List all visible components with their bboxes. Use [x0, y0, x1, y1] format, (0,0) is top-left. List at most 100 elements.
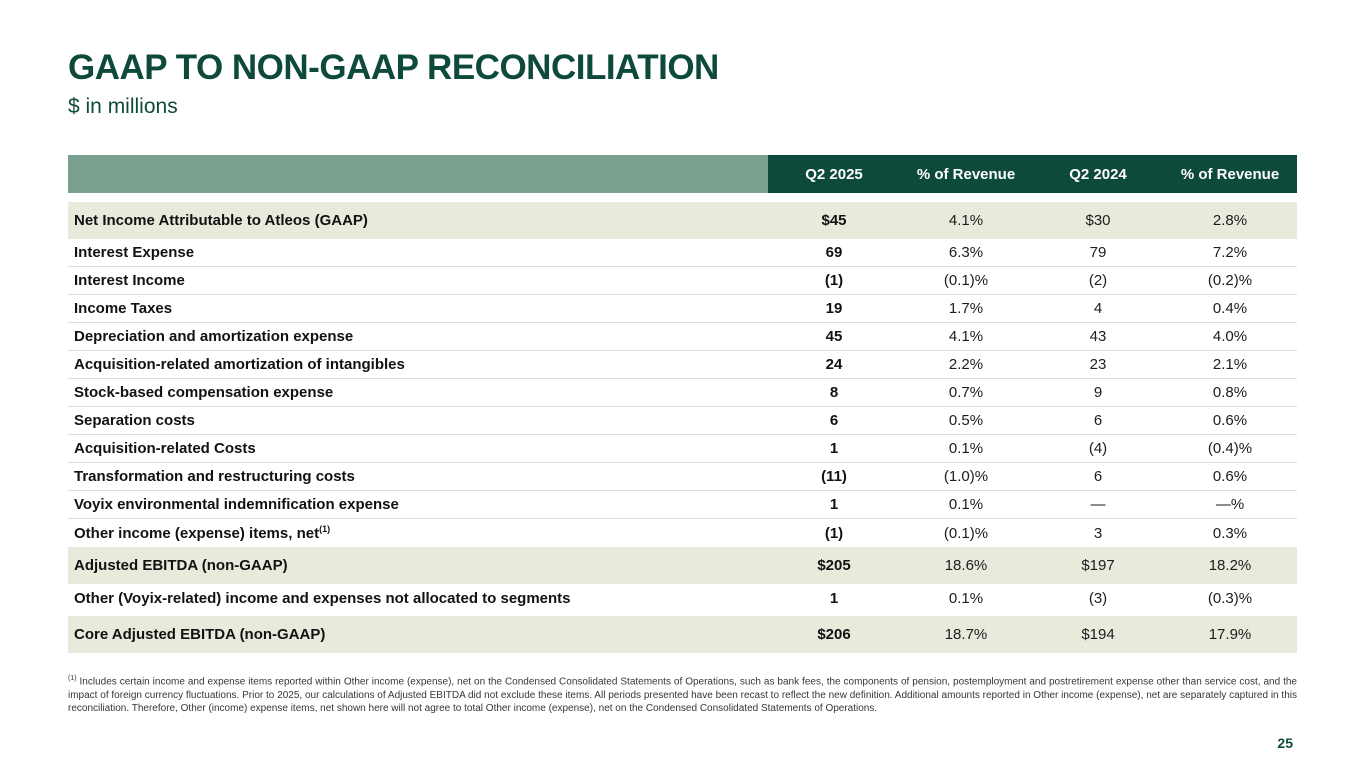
- table-row: Separation costs 6 0.5% 6 0.6%: [68, 407, 1297, 435]
- row-value: 24: [825, 356, 843, 373]
- table-row: Transformation and restructuring costs (1…: [68, 463, 1297, 491]
- row-value: 6: [1093, 468, 1103, 485]
- table-row: Depreciation and amortization expense 45 4…: [68, 323, 1297, 351]
- row-value: 23: [1089, 356, 1107, 373]
- reconciliation-table: Q2 2025 % of Revenue Q2 2024 % of Revenue N…: [68, 155, 1297, 653]
- row-value: —%: [1215, 496, 1245, 513]
- row-value: 6: [1093, 412, 1103, 429]
- row-value: (3): [1088, 589, 1108, 607]
- row-value: 0.6%: [1212, 412, 1248, 429]
- row-value: (1): [824, 524, 844, 542]
- row-value: $197: [1081, 557, 1115, 574]
- row-value: 69: [825, 244, 843, 261]
- row-value: 18.2%: [1208, 557, 1252, 574]
- row-value: (1): [824, 272, 844, 289]
- row-value: 19: [825, 300, 843, 317]
- slide-header: GAAP TO NON-GAAP RECONCILIATION $ in mil…: [68, 48, 1297, 119]
- row-value: 9: [1093, 384, 1103, 401]
- row-value: 18.7%: [944, 626, 988, 643]
- row-value: (2): [1088, 272, 1108, 289]
- row-label: Transformation and restructuring costs: [74, 468, 355, 485]
- row-value: 0.7%: [948, 384, 984, 401]
- footnote-text: Includes certain income and expense item…: [68, 676, 1297, 714]
- table-header-row: Q2 2025 % of Revenue Q2 2024 % of Revenue: [68, 155, 1297, 193]
- row-value: (0.1)%: [943, 272, 989, 289]
- row-value: 4.0%: [1212, 328, 1248, 345]
- row-value: 8: [829, 384, 839, 401]
- row-value: (0.3)%: [1207, 589, 1253, 607]
- row-label-footnote-ref: (1): [319, 524, 331, 534]
- row-value: 3: [1093, 524, 1103, 542]
- row-value: 6.3%: [948, 244, 984, 261]
- row-value: (0.2)%: [1207, 272, 1253, 289]
- row-label: Adjusted EBITDA (non-GAAP): [74, 557, 288, 574]
- row-value: (1.0)%: [943, 468, 989, 485]
- row-value: 0.1%: [948, 589, 984, 607]
- footnote-marker: (1): [68, 675, 77, 682]
- table-row: Adjusted EBITDA (non-GAAP) $205 18.6% $197 1…: [68, 547, 1297, 584]
- row-label: Net Income Attributable to Atleos (GAAP): [74, 212, 368, 229]
- page-number: 25: [1277, 735, 1293, 751]
- row-value: 2.1%: [1212, 356, 1248, 373]
- table-row: Interest Income (1) (0.1)% (2) (0.2)%: [68, 267, 1297, 295]
- row-value: 0.8%: [1212, 384, 1248, 401]
- row-label: Interest Income: [74, 272, 185, 289]
- row-value: 4.1%: [948, 328, 984, 345]
- column-header: % of Revenue: [916, 165, 1016, 183]
- row-value: (11): [821, 468, 847, 485]
- row-value: 0.3%: [1212, 524, 1248, 542]
- row-label: Core Adjusted EBITDA (non-GAAP): [74, 626, 326, 643]
- row-label: Other (Voyix-related) income and expense…: [74, 589, 571, 607]
- row-value: 17.9%: [1208, 626, 1252, 643]
- table-row: Income Taxes 19 1.7% 4 0.4%: [68, 295, 1297, 323]
- table-row: Voyix environmental indemnification expe…: [68, 491, 1297, 519]
- table-header-spacer: [68, 155, 768, 193]
- row-label: Stock-based compensation expense: [74, 384, 334, 401]
- column-header: Q2 2024: [1069, 165, 1127, 183]
- row-value: 2.8%: [1212, 212, 1248, 229]
- table-row: Acquisition-related amortization of inta…: [68, 351, 1297, 379]
- row-value: 1: [829, 589, 839, 607]
- table-header-columns: Q2 2025 % of Revenue Q2 2024 % of Revenue: [768, 155, 1297, 193]
- row-value: 2.2%: [948, 356, 984, 373]
- row-value: 0.5%: [948, 412, 984, 429]
- table-row: Acquisition-related Costs 1 0.1% (4) (0.4)%: [68, 435, 1297, 463]
- row-value: 4.1%: [948, 212, 984, 229]
- row-value: $206: [817, 626, 851, 643]
- row-label: Income Taxes: [74, 300, 173, 317]
- row-value: 1.7%: [948, 300, 984, 317]
- row-value: $194: [1081, 626, 1115, 643]
- table-row: Interest Expense 69 6.3% 79 7.2%: [68, 239, 1297, 267]
- table-row: Stock-based compensation expense 8 0.7% 9 0.…: [68, 379, 1297, 407]
- row-value: 7.2%: [1212, 244, 1248, 261]
- row-value: (0.1)%: [943, 524, 989, 542]
- row-value: 0.4%: [1212, 300, 1248, 317]
- row-value: 43: [1089, 328, 1107, 345]
- row-label: Acquisition-related amortization of inta…: [74, 356, 405, 373]
- row-value: 1: [829, 440, 839, 457]
- row-label: Acquisition-related Costs: [74, 440, 256, 457]
- page-title: GAAP TO NON-GAAP RECONCILIATION: [68, 48, 719, 87]
- table-row: Core Adjusted EBITDA (non-GAAP) $206 18.7%…: [68, 616, 1297, 653]
- row-value: 1: [829, 496, 839, 513]
- row-value: 0.6%: [1212, 468, 1248, 485]
- row-value: $45: [821, 212, 847, 229]
- row-value: 45: [825, 328, 843, 345]
- row-label: Interest Expense: [74, 244, 195, 261]
- row-value: $30: [1085, 212, 1111, 229]
- row-value: 0.1%: [948, 496, 984, 513]
- row-value: $205: [817, 557, 851, 574]
- table-row: Other (Voyix-related) income and expense…: [68, 584, 1297, 612]
- column-header: Q2 2025: [805, 165, 863, 183]
- row-value: 4: [1093, 300, 1103, 317]
- column-header: % of Revenue: [1180, 165, 1280, 183]
- row-label: Depreciation and amortization expense: [74, 328, 354, 345]
- table-body: Net Income Attributable to Atleos (GAAP)…: [68, 202, 1297, 653]
- row-value: 6: [829, 412, 839, 429]
- table-row: Net Income Attributable to Atleos (GAAP)…: [68, 202, 1297, 239]
- footnote: (1) Includes certain income and expense …: [68, 674, 1297, 715]
- row-value: 79: [1089, 244, 1107, 261]
- row-value: —: [1090, 496, 1106, 513]
- row-value: (4): [1088, 440, 1108, 457]
